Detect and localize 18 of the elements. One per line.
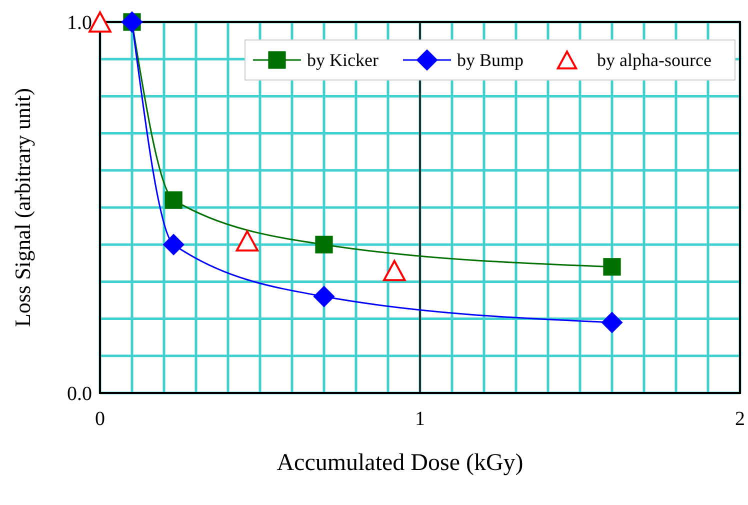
point bbox=[601, 312, 623, 334]
point bbox=[315, 236, 333, 254]
point bbox=[164, 191, 182, 209]
x-tick-label: 2 bbox=[735, 408, 745, 430]
point bbox=[383, 260, 406, 282]
x-axis-title: Accumulated Dose (kGy) bbox=[276, 450, 524, 476]
y-tick-label: 0.0 bbox=[67, 383, 92, 405]
point bbox=[603, 258, 621, 276]
y-axis-title: Loss Signal (arbitrary unit) bbox=[10, 88, 35, 327]
x-tick-label: 0 bbox=[95, 408, 105, 430]
y-tick-label: 1.0 bbox=[67, 12, 92, 34]
legend-label: by Bump bbox=[457, 50, 524, 70]
legend-label: by Kicker bbox=[307, 50, 378, 70]
point bbox=[162, 234, 184, 256]
point bbox=[313, 286, 335, 308]
x-tick-label: 1 bbox=[415, 408, 425, 430]
point bbox=[236, 230, 259, 252]
legend-label: by alpha-source bbox=[597, 50, 712, 70]
